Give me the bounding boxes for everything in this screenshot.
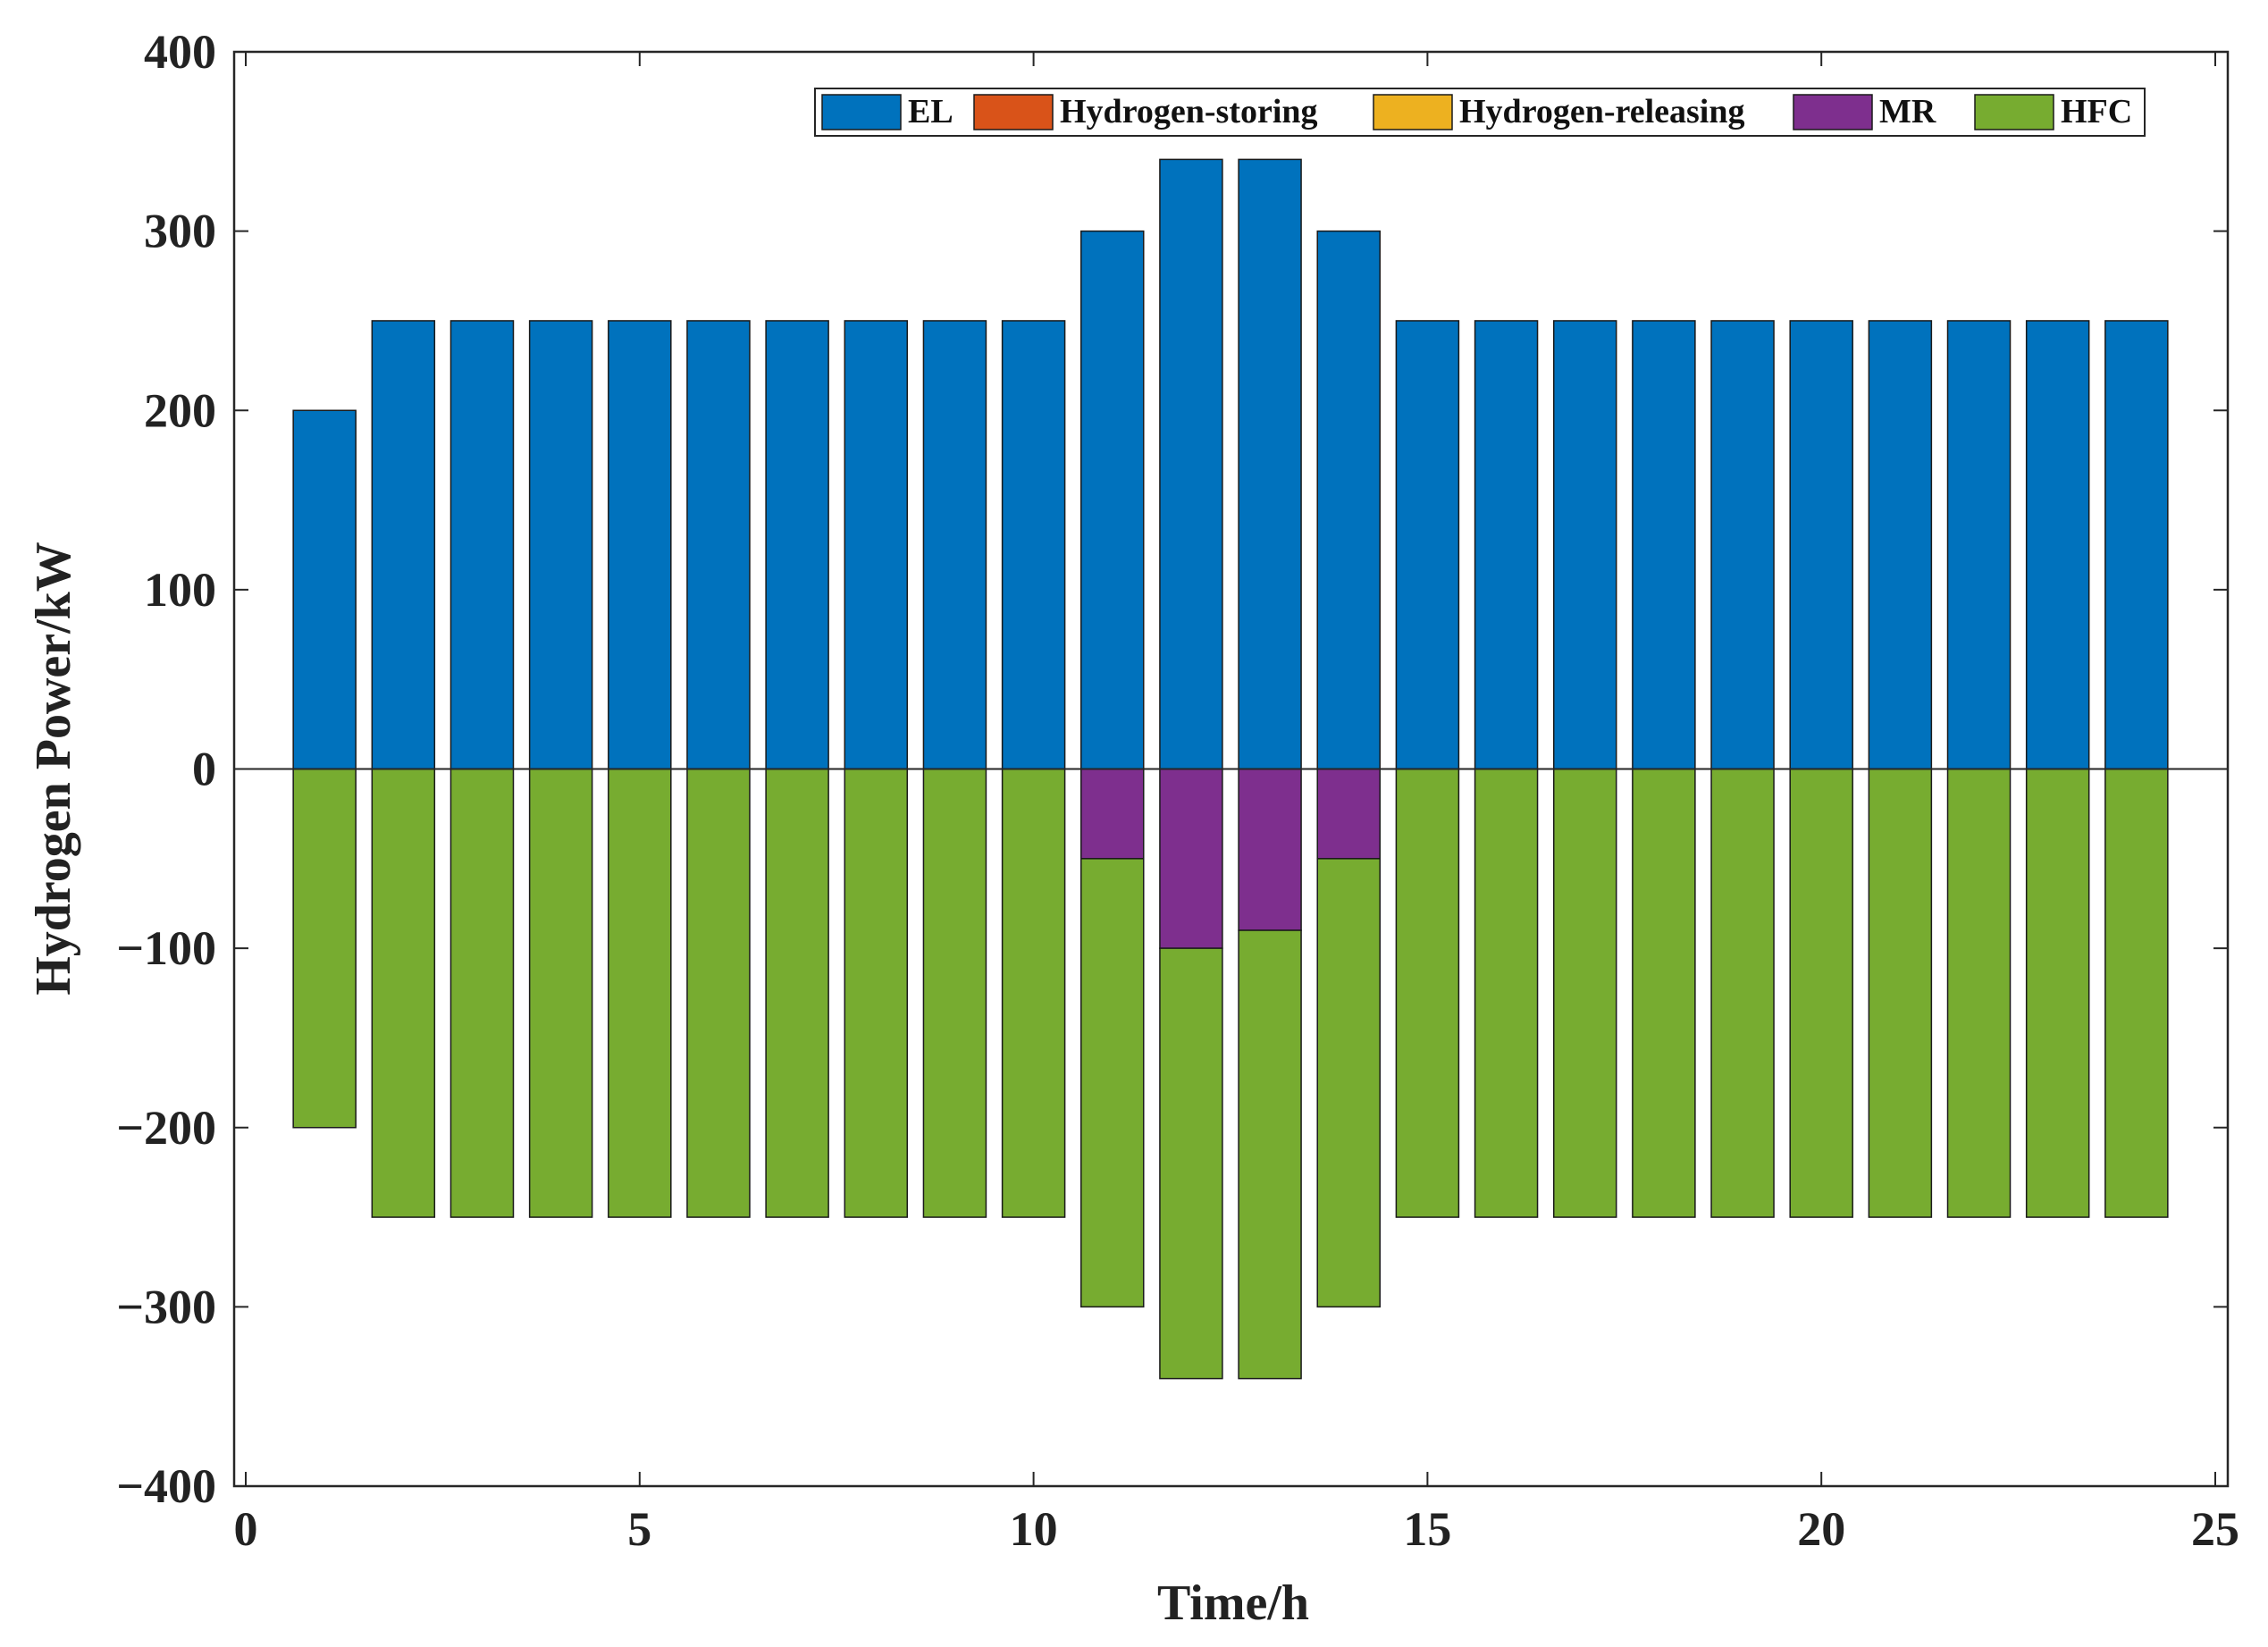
x-tick-label: 25 xyxy=(2191,1502,2239,1556)
x-tick-label: 15 xyxy=(1403,1502,1451,1556)
bar-el-t4 xyxy=(528,320,593,770)
bar-el-t12 xyxy=(1159,158,1223,770)
bar-el-t5 xyxy=(608,320,672,770)
axis-ticks: 400 300 200 100 0 −100 −200 −300 −400 0 5 10 15 20 25 xyxy=(116,25,2239,1556)
bar-hfc-t10 xyxy=(1001,768,1066,1218)
bar-hfc-t11 xyxy=(1080,858,1145,1308)
bar-hfc-t3 xyxy=(449,768,515,1218)
bar-el-t8 xyxy=(844,320,909,770)
bar-el-t3 xyxy=(449,320,515,770)
bar-el-t9 xyxy=(922,320,987,770)
legend: EL Hydrogen-storing Hydrogen-releasing MR HF… xyxy=(814,88,2146,137)
bar-mr-t12 xyxy=(1159,768,1223,949)
bar-el-t23 xyxy=(2025,320,2090,770)
bar-hfc-t14 xyxy=(1316,858,1381,1308)
bar-hfc-t7 xyxy=(765,768,829,1218)
bar-hfc-t21 xyxy=(1868,768,1933,1218)
y-tick-label: 100 xyxy=(144,563,216,617)
bar-el-t17 xyxy=(1552,320,1617,770)
bar-hfc-t17 xyxy=(1552,768,1617,1218)
x-tick-label: 20 xyxy=(1797,1502,1845,1556)
legend-label: EL xyxy=(908,93,953,130)
bar-hfc-t6 xyxy=(686,768,751,1218)
bar-hfc-t2 xyxy=(371,768,436,1218)
bar-hfc-t12 xyxy=(1159,947,1223,1380)
bar-hfc-t5 xyxy=(608,768,672,1218)
y-tick-label: 0 xyxy=(192,743,216,796)
bar-el-t21 xyxy=(1868,320,1933,770)
bar-el-t22 xyxy=(1946,320,2012,770)
bar-hfc-t1 xyxy=(292,768,357,1129)
legend-swatch xyxy=(1373,94,1453,130)
x-tick-label: 10 xyxy=(1010,1502,1058,1556)
bar-hfc-t19 xyxy=(1710,768,1775,1218)
legend-swatch xyxy=(821,94,902,130)
bar-el-t16 xyxy=(1474,320,1539,770)
bar-hfc-t23 xyxy=(2025,768,2090,1218)
bar-el-t24 xyxy=(2104,320,2169,770)
x-tick-label: 0 xyxy=(234,1502,258,1556)
y-tick-label: 200 xyxy=(144,383,216,437)
bar-hfc-t4 xyxy=(528,768,593,1218)
y-tick-label: −100 xyxy=(116,921,216,975)
bar-el-t2 xyxy=(371,320,436,770)
y-tick-label: −300 xyxy=(116,1280,216,1333)
bar-el-t13 xyxy=(1238,158,1302,770)
bar-el-t14 xyxy=(1316,230,1381,770)
bar-hfc-t9 xyxy=(922,768,987,1218)
legend-label: Hydrogen-storing xyxy=(1060,93,1318,130)
legend-label: Hydrogen-releasing xyxy=(1459,93,1744,130)
y-axis-title: Hydrogen Power/kW xyxy=(26,542,81,996)
legend-swatch xyxy=(973,94,1054,130)
legend-label: HFC xyxy=(2061,93,2132,130)
bar-hfc-t16 xyxy=(1474,768,1539,1218)
y-tick-label: −400 xyxy=(116,1459,216,1513)
bar-el-t15 xyxy=(1395,320,1460,770)
bar-mr-t13 xyxy=(1238,768,1302,931)
bar-mr-t11 xyxy=(1080,768,1145,860)
bar-el-t11 xyxy=(1080,230,1145,770)
y-tick-label: 400 xyxy=(144,25,216,79)
bar-hfc-t8 xyxy=(844,768,909,1218)
bar-el-t6 xyxy=(686,320,751,770)
legend-label: MR xyxy=(1879,93,1936,130)
bar-hfc-t22 xyxy=(1946,768,2012,1218)
bar-el-t18 xyxy=(1632,320,1696,770)
bar-hfc-t24 xyxy=(2104,768,2169,1218)
bar-el-t20 xyxy=(1789,320,1853,770)
bars xyxy=(292,158,2169,1380)
bar-el-t7 xyxy=(765,320,829,770)
legend-swatch xyxy=(1974,94,2054,130)
bar-el-t10 xyxy=(1001,320,1066,770)
y-tick-label: −200 xyxy=(116,1101,216,1155)
legend-swatch xyxy=(1793,94,1873,130)
y-tick-label: 300 xyxy=(144,205,216,258)
bar-mr-t14 xyxy=(1316,768,1381,860)
bar-hfc-t20 xyxy=(1789,768,1853,1218)
x-axis-title: Time/h xyxy=(1157,1576,1309,1631)
bar-hfc-t18 xyxy=(1632,768,1696,1218)
bar-hfc-t15 xyxy=(1395,768,1460,1218)
bar-el-t1 xyxy=(292,409,357,770)
x-tick-label: 5 xyxy=(627,1502,651,1556)
bar-hfc-t13 xyxy=(1238,929,1302,1380)
bar-el-t19 xyxy=(1710,320,1775,770)
